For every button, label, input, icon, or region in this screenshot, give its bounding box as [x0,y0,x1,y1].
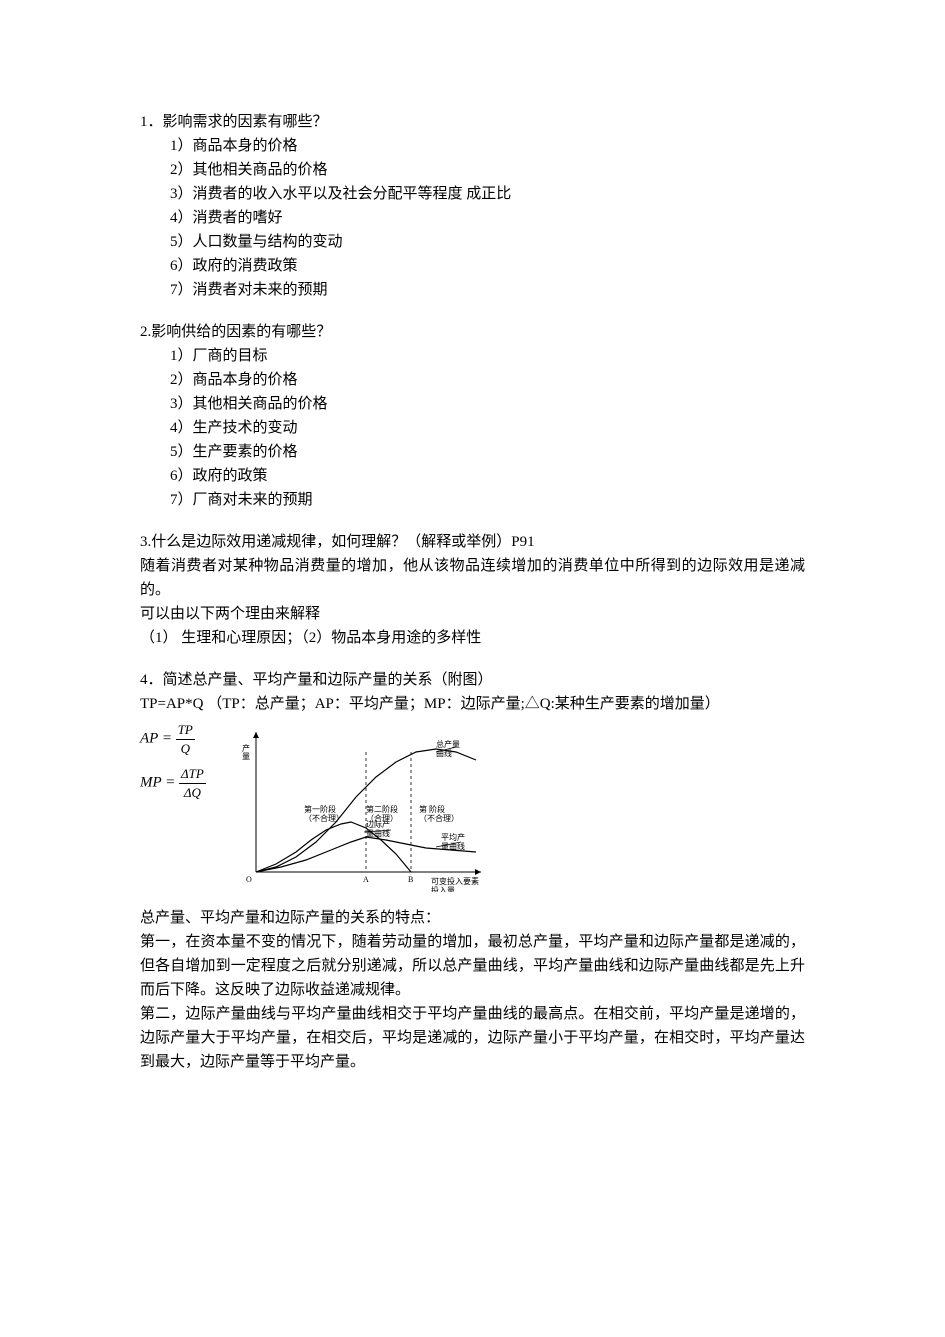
svg-text:量曲线: 量曲线 [441,841,465,851]
svg-text:（不合理）: （不合理） [419,813,459,823]
fraction-den: ΔQ [179,784,206,801]
list-item: 7）消费者对未来的预期 [170,278,805,302]
q2-title: 2.影响供给的因素的有哪些？ [140,320,805,344]
list-item: 6）政府的消费政策 [170,254,805,278]
svg-text:曲线: 曲线 [436,748,452,758]
svg-text:第一阶段: 第一阶段 [304,804,336,814]
fraction: TPQ [176,722,195,756]
list-item: 7）厂商对未来的预期 [170,488,805,512]
q4-p4: 第二，边际产量曲线与平均产量曲线相交于平均产量曲线的最高点。在相交前，平均产量是… [140,1002,805,1074]
svg-text:量曲线: 量曲线 [366,828,390,838]
svg-text:第 阶段: 第 阶段 [419,804,445,814]
fraction-num: TP [176,722,195,740]
list-item: 2）商品本身的价格 [170,368,805,392]
formula-lhs: AP [140,731,158,747]
list-item: 4）生产技术的变动 [170,416,805,440]
q3-title: 3.什么是边际效用递减规律，如何理解？（解释或举例）P91 [140,530,805,554]
svg-text:（不合理）: （不合理） [304,813,344,823]
list-item: 1）厂商的目标 [170,344,805,368]
q1-list: 1）商品本身的价格 2）其他相关商品的价格 3）消费者的收入水平以及社会分配平等… [140,134,805,302]
list-item: 1）商品本身的价格 [170,134,805,158]
question-4: 4．简述总产量、平均产量和边际产量的关系（附图） TP=AP*Q （TP：总产量… [140,668,805,1074]
svg-text:A: A [363,875,369,884]
question-1: 1．影响需求的因素有哪些？ 1）商品本身的价格 2）其他相关商品的价格 3）消费… [140,110,805,302]
svg-text:投入量: 投入量 [431,885,455,892]
list-item: 5）人口数量与结构的变动 [170,230,805,254]
question-3: 3.什么是边际效用递减规律，如何理解？（解释或举例）P91 随着消费者对某种物品… [140,530,805,650]
list-item: 5）生产要素的价格 [170,440,805,464]
q4-p2: 总产量、平均产量和边际产量的关系的特点： [140,906,805,930]
list-item: 4）消费者的嗜好 [170,206,805,230]
svg-text:边际产: 边际产 [366,819,390,829]
list-item: 6）政府的政策 [170,464,805,488]
list-item: 2）其他相关商品的价格 [170,158,805,182]
chart-svg: O产量可变投入要素投入量AB第一阶段（不合理）第二阶段（合理）第 阶段（不合理）… [236,722,506,892]
fraction: ΔTPΔQ [179,766,206,800]
document-page: 1．影响需求的因素有哪些？ 1）商品本身的价格 2）其他相关商品的价格 3）消费… [0,0,945,1152]
list-item: 3）消费者的收入水平以及社会分配平等程度 成正比 [170,182,805,206]
list-item: 3）其他相关商品的价格 [170,392,805,416]
formula-eq: = [158,731,176,747]
q4-p1: TP=AP*Q （TP：总产量；AP：平均产量；MP：边际产量;△Q:某种生产要… [140,692,805,716]
fraction-den: Q [176,740,195,757]
svg-text:平均产: 平均产 [441,832,465,842]
q1-title: 1．影响需求的因素有哪些？ [140,110,805,134]
formula-mp: MP = ΔTPΔQ [140,766,206,800]
q3-p1: 随着消费者对某种物品消费量的增加，他从该物品连续增加的消费单位中所得到的边际效用… [140,554,805,602]
q4-title: 4．简述总产量、平均产量和边际产量的关系（附图） [140,668,805,692]
svg-text:产量: 产量 [241,743,250,760]
formula-and-chart-row: AP = TPQ MP = ΔTPΔQ O产量可变投入要素投入量AB第一阶段（不… [140,722,805,892]
svg-text:B: B [408,875,413,884]
question-2: 2.影响供给的因素的有哪些？ 1）厂商的目标 2）商品本身的价格 3）其他相关商… [140,320,805,512]
q2-list: 1）厂商的目标 2）商品本身的价格 3）其他相关商品的价格 4）生产技术的变动 … [140,344,805,512]
svg-text:可变投入要素: 可变投入要素 [431,876,479,886]
formula-block: AP = TPQ MP = ΔTPΔQ [140,722,206,810]
svg-text:总产量: 总产量 [436,739,460,749]
svg-text:O: O [246,875,252,884]
fraction-num: ΔTP [179,766,206,784]
q3-p2: 可以由以下两个理由来解释 [140,602,805,626]
formula-lhs: MP [140,775,161,791]
formula-ap: AP = TPQ [140,722,206,756]
q3-p3: （1） 生理和心理原因；（2）物品本身用途的多样性 [140,626,805,650]
svg-text:第二阶段: 第二阶段 [366,804,398,814]
production-chart: O产量可变投入要素投入量AB第一阶段（不合理）第二阶段（合理）第 阶段（不合理）… [236,722,506,892]
q4-p3: 第一，在资本量不变的情况下，随着劳动量的增加，最初总产量，平均产量和边际产量都是… [140,930,805,1002]
formula-eq: = [161,775,179,791]
